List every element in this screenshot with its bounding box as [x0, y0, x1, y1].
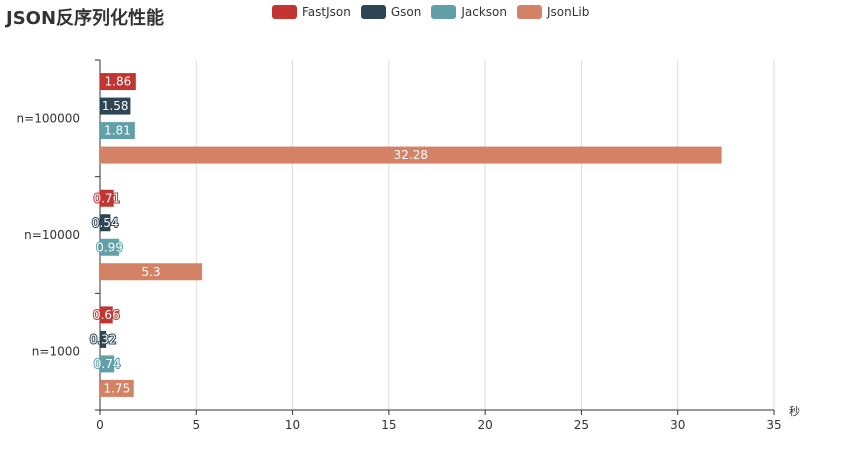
data-label: 5.3: [141, 265, 160, 279]
bar-fastjson-n1000: [100, 306, 113, 324]
bar-gson-n10000: [100, 214, 111, 232]
legend-item-gson[interactable]: Gson: [360, 5, 422, 19]
x-axis-label: 秒: [789, 404, 800, 418]
bar-jackson-n1000: [100, 355, 115, 373]
legend-label: JsonLib: [547, 5, 590, 19]
bar-jackson-n100000: [100, 122, 135, 140]
bar-jsonlib-n1000: [100, 379, 134, 397]
bar-gson-n1000: [100, 330, 107, 348]
legend-item-jsonlib[interactable]: JsonLib: [517, 5, 589, 19]
legend-label: Jackson: [461, 5, 507, 19]
y-tick-label: n=100000: [17, 111, 80, 125]
legend-item-fastjson[interactable]: FastJson: [272, 5, 351, 19]
legend: FastJson Gson Jackson JsonLib: [272, 5, 589, 19]
data-label: 1.81: [104, 124, 131, 138]
legend-label: FastJson: [302, 5, 351, 19]
legend-swatch: [272, 5, 297, 19]
x-tick-label: 25: [574, 418, 589, 432]
data-label: 1.58: [102, 99, 129, 113]
data-label: 0.71: [93, 191, 120, 205]
data-label: 1.75: [103, 381, 130, 395]
y-tick-label: n=1000: [32, 345, 80, 359]
x-tick-label: 5: [192, 418, 200, 432]
y-tick-label: n=10000: [24, 228, 80, 242]
legend-label: Gson: [390, 5, 422, 19]
x-tick-label: 15: [381, 418, 396, 432]
bar-jackson-n10000: [100, 238, 120, 256]
data-label: 0.66: [93, 308, 120, 322]
data-label: 1.86: [105, 75, 132, 89]
bar-jsonlib-n10000: [100, 263, 203, 281]
x-tick-label: 30: [670, 418, 685, 432]
chart-title: JSON反序列化性能: [6, 8, 165, 29]
legend-item-jackson[interactable]: Jackson: [431, 5, 507, 19]
legend-swatch: [360, 5, 386, 19]
bar-jsonlib-n100000: [100, 146, 722, 164]
data-label: 32.28: [394, 148, 428, 162]
bar-fastjson-n100000: [100, 73, 136, 91]
data-label: 0.99: [96, 240, 123, 254]
x-tick-label: 10: [285, 418, 300, 432]
data-label: 0.32: [90, 332, 117, 346]
bar-fastjson-n10000: [100, 189, 114, 207]
data-label: 0.54: [92, 216, 119, 230]
x-tick-label: 0: [96, 418, 104, 432]
bar-gson-n100000: [100, 97, 131, 115]
x-tick-label: 20: [478, 418, 493, 432]
x-tick-label: 35: [766, 418, 781, 432]
data-label: 0.74: [94, 357, 121, 371]
legend-swatch: [517, 5, 542, 19]
legend-swatch: [431, 5, 457, 19]
